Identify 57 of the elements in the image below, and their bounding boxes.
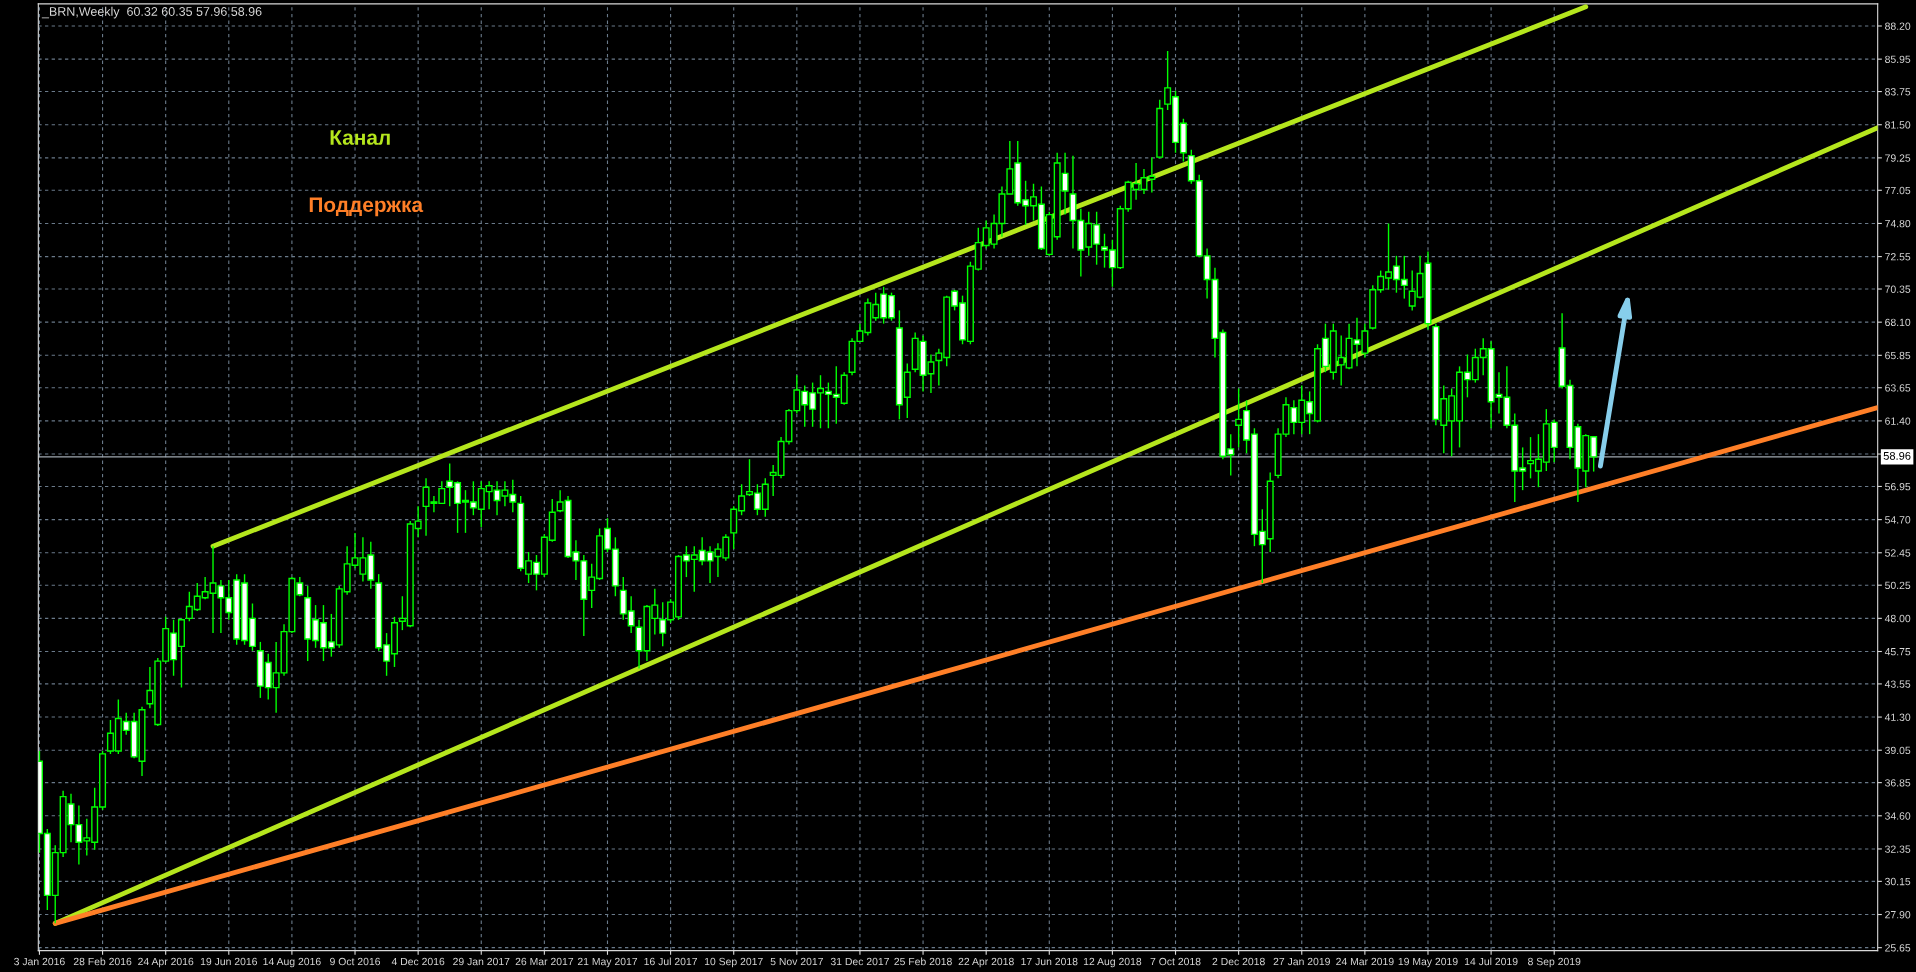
y-tick-label: 50.25 — [1885, 581, 1911, 590]
y-tick-label: 36.85 — [1885, 779, 1911, 787]
y-tick-label: 27.90 — [1885, 911, 1911, 919]
y-tick-label: 68.10 — [1885, 318, 1911, 327]
x-tick-label: 28 Feb 2016 — [73, 957, 132, 966]
y-tick-label: 54.70 — [1885, 516, 1911, 524]
text: Поддержка — [309, 197, 424, 217]
y-tick-label: 32.35 — [1885, 845, 1911, 853]
x-tick-label: 8 Sep 2019 — [1528, 957, 1581, 968]
x-tick-label: 12 Aug 2018 — [1083, 957, 1142, 968]
x-tick-label: 7 Oct 2018 — [1150, 957, 1201, 966]
x-tick-label: 24 Mar 2019 — [1336, 957, 1394, 966]
y-tick-label: 65.85 — [1885, 351, 1911, 360]
y-tick-label: 56.95 — [1885, 482, 1911, 491]
y-tick-label: 88.20 — [1885, 22, 1911, 30]
y-tick-label: 81.50 — [1885, 121, 1911, 129]
y-tick-label: 34.60 — [1885, 812, 1911, 820]
x-tick-label: 3 Jan 2016 — [14, 957, 65, 966]
x-tick-label: 17 Jun 2018 — [1021, 957, 1078, 966]
x-tick-label: 24 Apr 2016 — [138, 957, 194, 968]
y-tick-label: 25.65 — [1885, 944, 1911, 952]
y-tick-label: 45.75 — [1884, 648, 1911, 656]
x-tick-label: 9 Oct 2016 — [330, 957, 381, 966]
y-tick-label: 39.05 — [1885, 746, 1911, 755]
x-tick-label: 21 May 2017 — [577, 957, 638, 968]
x-tick-label: 19 Jun 2016 — [200, 957, 258, 966]
x-tick-label: 27 Jan 2019 — [1273, 957, 1330, 966]
x-tick-label: 5 Nov 2017 — [770, 957, 823, 966]
y-tick-label: 70.35 — [1885, 285, 1911, 293]
y-tick-label: 41.30 — [1884, 713, 1911, 721]
x-tick-label: 14 Jul 2019 — [1464, 957, 1518, 966]
x-tick-label: 22 Apr 2018 — [958, 957, 1014, 968]
y-tick-label: 61.40 — [1885, 417, 1911, 425]
x-tick-label: 31 Dec 2017 — [830, 957, 889, 966]
y-tick-label: 79.25 — [1885, 154, 1911, 162]
x-tick-label: 4 Dec 2016 — [391, 957, 445, 966]
x-tick-label: 2 Dec 2018 — [1212, 957, 1265, 966]
x-tick-label: 16 Jul 2017 — [644, 957, 698, 966]
y-tick-label: 48.00 — [1884, 614, 1911, 623]
x-tick-label: 19 May 2019 — [1398, 957, 1458, 968]
y-tick-label: 30.15 — [1885, 877, 1911, 886]
ref-line-label: 58.96 — [1883, 451, 1911, 460]
x-tick-label: 26 Mar 2017 — [515, 957, 574, 966]
y-tick-label: 72.55 — [1885, 253, 1911, 261]
text: Канал — [330, 130, 390, 145]
y-tick-label: 52.45 — [1885, 549, 1911, 557]
y-tick-label: 43.55 — [1884, 680, 1911, 688]
y-tick-label: 77.05 — [1885, 186, 1911, 195]
y-tick-label: 85.95 — [1885, 55, 1911, 64]
y-tick-label: 63.65 — [1885, 384, 1911, 392]
x-tick-label: 14 Aug 2016 — [263, 957, 321, 968]
annotation: _BRN,Weekly 60.32 60.35 57.96 58.96 — [41, 6, 262, 19]
x-tick-label: 25 Feb 2018 — [894, 957, 952, 966]
y-tick-label: 74.80 — [1885, 219, 1911, 228]
y-tick-label: 83.75 — [1885, 88, 1911, 96]
x-tick-label: 29 Jan 2017 — [453, 957, 510, 966]
x-tick-label: 10 Sep 2017 — [704, 957, 763, 968]
